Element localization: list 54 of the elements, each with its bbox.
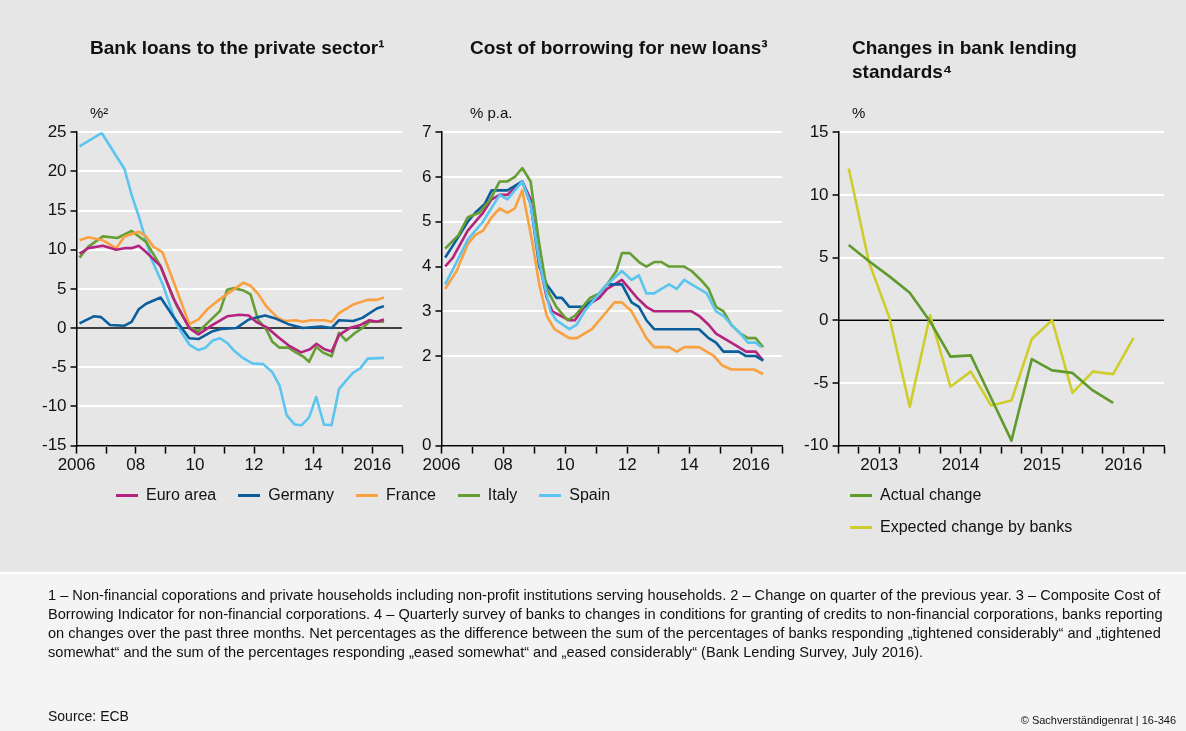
- y-axis-title: %: [852, 104, 866, 121]
- chart-title: Bank loans to the private sector¹: [90, 36, 386, 60]
- y-tick-label: -5: [51, 356, 67, 376]
- x-tick-label: 08: [126, 455, 146, 475]
- y-tick-label: 15: [47, 200, 67, 220]
- y-tick-label: -10: [803, 435, 829, 455]
- legend-label: Spain: [569, 486, 611, 504]
- x-tick-label: 14: [303, 455, 323, 475]
- y-tick-label: 25: [47, 121, 67, 141]
- x-tick-label: 2006: [422, 455, 461, 475]
- y-tick-label: 0: [421, 435, 432, 455]
- x-tick-label: 2016: [732, 455, 770, 475]
- x-tick-label: 2006: [57, 455, 96, 475]
- y-axis-title: % p.a.: [470, 104, 513, 121]
- x-tick-label: 10: [555, 455, 575, 475]
- text: © Sachverständigenrat | 16-346: [1020, 714, 1176, 726]
- y-axis-title: %²: [90, 104, 109, 121]
- x-tick-label: 14: [679, 455, 699, 475]
- y-tick-label: -10: [41, 396, 67, 416]
- text: 1 – Non-financial coporations and private households including non-profit institutions serving households. 2 – Change on quarter of the previous year. 3 – Composite Cost of Borrowing Indicator for non-financial corporations. 4 – Quarterly survey of banks to changes in conditions for granting of credits to non-financial corporations, banks reporting on changes over the past three months. Net percentages as the difference between the sum of the percentages of banks responding „tightened considerably“ and „tightened somewhat“ and the sum of the percentages responding „eased somewhat“ and „eased considerably“ (Bank Lending Survey, July 2016).: [48, 586, 1164, 662]
- legend-label: Expected change by banks: [880, 518, 1073, 536]
- legend-label: Italy: [487, 486, 518, 504]
- y-tick-label: 10: [47, 239, 67, 259]
- legend-label: France: [386, 486, 436, 504]
- x-tick-label: 2015: [1023, 455, 1061, 475]
- legend-label: Germany: [268, 486, 335, 504]
- y-tick-label: 6: [421, 166, 432, 186]
- x-tick-label: 2016: [353, 455, 392, 475]
- y-tick-label: 2: [421, 345, 432, 365]
- legend-label: Euro area: [146, 486, 217, 504]
- y-tick-label: 5: [421, 211, 432, 231]
- x-tick-label: 10: [185, 455, 205, 475]
- y-tick-label: 20: [47, 161, 67, 181]
- y-tick-label: 10: [809, 184, 829, 204]
- x-tick-label: 2016: [1104, 455, 1143, 475]
- y-tick-label: 5: [819, 247, 829, 267]
- y-tick-label: 3: [421, 300, 432, 320]
- y-tick-label: 0: [57, 317, 67, 337]
- x-tick-label: 12: [244, 455, 264, 475]
- y-tick-label: 15: [809, 121, 829, 141]
- y-tick-label: 5: [57, 278, 67, 298]
- y-tick-label: -15: [41, 435, 67, 455]
- y-tick-label: 0: [819, 309, 829, 329]
- chart-title: Changes in bank lending standards⁴: [852, 36, 1078, 84]
- x-tick-label: 12: [617, 455, 637, 475]
- x-tick-label: 08: [493, 455, 513, 475]
- y-tick-label: 4: [421, 256, 432, 276]
- chart-title: Cost of borrowing for new loans³: [470, 36, 769, 60]
- y-tick-label: 7: [421, 121, 432, 141]
- y-tick-label: -5: [813, 372, 829, 392]
- source-note: Source: ECB: [48, 708, 129, 724]
- legend-label: Actual change: [880, 486, 982, 504]
- x-tick-label: 2014: [941, 455, 980, 475]
- x-tick-label: 2013: [860, 455, 899, 475]
